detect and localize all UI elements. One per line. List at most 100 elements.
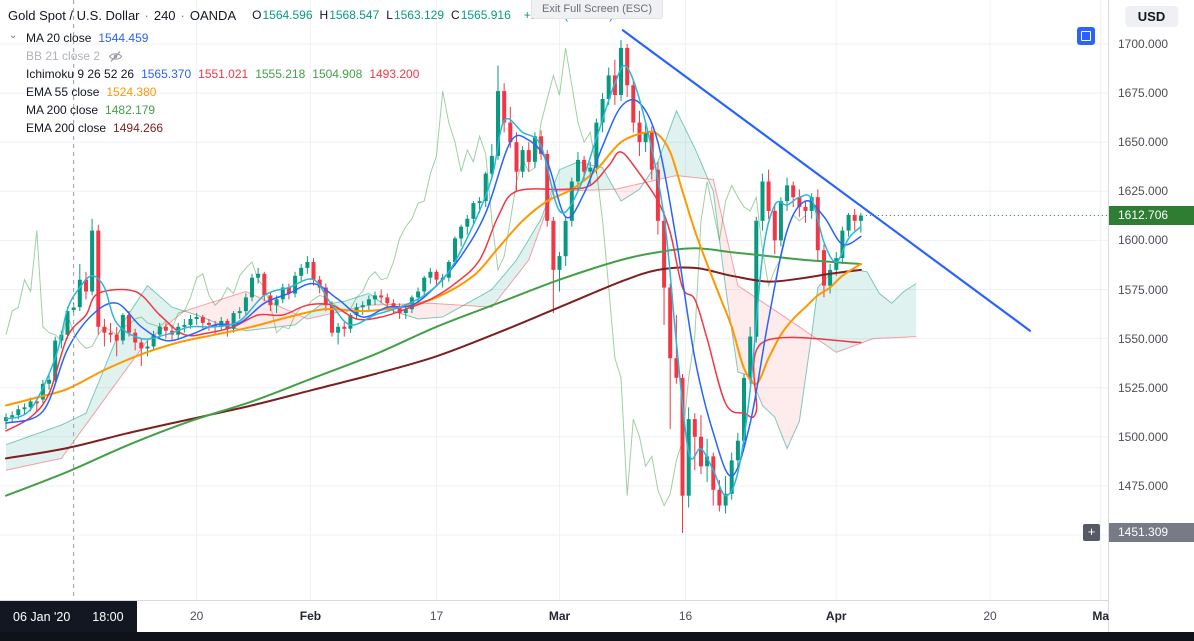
legend-row[interactable]: EMA 200 close 1494.266: [8, 119, 613, 137]
legend-value: 1565.370: [141, 67, 192, 81]
chart-header: Gold Spot / U.S. Dollar · 240 · OANDA O1…: [8, 5, 613, 137]
candle-body: [705, 456, 710, 467]
chart-area[interactable]: Gold Spot / U.S. Dollar · 240 · OANDA O1…: [0, 0, 1108, 600]
cloud-green-segment: [6, 285, 185, 471]
candle-body: [397, 307, 402, 314]
candle-body: [250, 277, 254, 298]
candle-body: [483, 173, 488, 202]
candle-body: [637, 122, 642, 143]
price-axis-label: 1600.000: [1118, 233, 1169, 248]
price-axis-label: 1575.000: [1118, 282, 1169, 297]
candle-body: [237, 311, 242, 314]
time-axis-label: 17: [429, 609, 444, 623]
candle-body: [631, 85, 636, 123]
candle-body: [742, 377, 746, 441]
candle-body: [65, 311, 70, 335]
candle-body: [188, 319, 193, 325]
add-alert-plus-button[interactable]: +: [1083, 523, 1100, 541]
candle-body: [594, 122, 599, 168]
candle-body: [717, 489, 722, 506]
candle-body: [502, 91, 507, 123]
interval-value[interactable]: 240: [153, 7, 176, 23]
descending-trendline[interactable]: [621, 29, 1032, 332]
candle-body: [643, 132, 648, 143]
candle-body: [10, 415, 15, 418]
legend-value: 1544.459: [98, 31, 149, 45]
candle-body: [471, 203, 476, 219]
kijun-line: [5, 151, 862, 432]
legend-value: 1493.200: [369, 67, 420, 81]
candle-body: [311, 262, 316, 280]
candle-body: [754, 220, 759, 337]
crosshair-date-badge: 06 Jan '20 18:00: [0, 601, 137, 632]
ma20-line: [5, 98, 862, 477]
candle-body: [699, 436, 703, 467]
candle-body: [674, 358, 679, 378]
price-axis-label: 1700.000: [1118, 37, 1169, 51]
symbol-row: Gold Spot / U.S. Dollar · 240 · OANDA O1…: [8, 5, 613, 25]
candle-body: [619, 47, 623, 95]
separator: ·: [180, 7, 185, 23]
ohlc-item: L1563.129: [386, 8, 445, 22]
legend-name: BB 21 close 2: [26, 49, 101, 63]
candle-body: [108, 332, 113, 335]
candle-body: [692, 419, 697, 437]
candle-body: [114, 334, 119, 341]
legend-value: 1504.908: [312, 67, 363, 81]
candle-body: [28, 401, 33, 408]
senkou-b-line: [5, 175, 917, 471]
legend-row[interactable]: BB 21 close 2: [8, 47, 613, 65]
candle-body: [373, 295, 377, 300]
candle-body: [342, 326, 347, 329]
ema200-line: [5, 266, 862, 460]
legend-row[interactable]: EMA 55 close 1524.380: [8, 83, 613, 101]
candle-body: [496, 91, 500, 156]
time-axis-label: 20: [189, 609, 204, 623]
candle-body: [600, 99, 605, 123]
candle-body: [47, 379, 52, 384]
price-axis-label: 1650.000: [1118, 135, 1169, 150]
time-axis[interactable]: 20 Feb 17 Mar 16 Apr 20 Ma 06 Jan '20 18:00: [0, 600, 1110, 632]
candle-body: [90, 230, 95, 292]
time-axis-label: Apr: [825, 609, 847, 623]
candle-body: [563, 220, 568, 257]
candle-body: [120, 315, 125, 341]
candle-body: [256, 273, 261, 278]
candle-body: [243, 297, 248, 312]
legend-name: MA 20 close: [26, 31, 92, 45]
candle-body: [834, 258, 839, 270]
candle-body: [680, 377, 685, 496]
candle-body: [582, 159, 587, 172]
candle-body: [280, 287, 285, 300]
time-axis-label: Ma: [1092, 609, 1110, 623]
eye-off-icon[interactable]: [108, 50, 123, 63]
candle-body: [194, 317, 199, 319]
legend-row[interactable]: MA 200 close 1482.179: [8, 101, 613, 119]
time-axis-label: Feb: [299, 609, 322, 623]
candle-body: [662, 220, 667, 288]
price-axis[interactable]: USD 1700.000 1675.000 1650.000 1625.000 1600…: [1108, 0, 1194, 632]
symbol-title[interactable]: Gold Spot / U.S. Dollar: [8, 7, 140, 23]
candle-body: [809, 197, 814, 211]
legend-name: MA 200 close: [26, 103, 99, 117]
candle-body: [803, 207, 808, 211]
candle-body: [465, 218, 470, 227]
exit-fullscreen-button[interactable]: [1077, 27, 1095, 45]
separator: ·: [144, 7, 149, 23]
candle-body: [489, 155, 494, 174]
candle-body: [576, 159, 580, 182]
legend-value: 1551.021: [198, 67, 249, 81]
candle-body: [434, 271, 439, 280]
candle-body: [84, 279, 88, 292]
candle-body: [163, 326, 168, 331]
candle-body: [508, 122, 513, 143]
legend-row[interactable]: Ichimoku 9 26 52 26 1565.370 1551.021 1555.…: [8, 65, 613, 83]
candle-body: [735, 440, 740, 461]
currency-button[interactable]: USD: [1124, 6, 1179, 27]
legend-row[interactable]: ⌄ MA 20 close 1544.459: [8, 29, 613, 47]
candle-body: [588, 167, 593, 172]
price-chart-canvas[interactable]: [0, 0, 1108, 600]
candle-body: [262, 273, 267, 296]
chevron-down-icon[interactable]: ⌄: [9, 30, 18, 41]
exit-fullscreen-tooltip: Exit Full Screen (ESC): [530, 0, 664, 19]
